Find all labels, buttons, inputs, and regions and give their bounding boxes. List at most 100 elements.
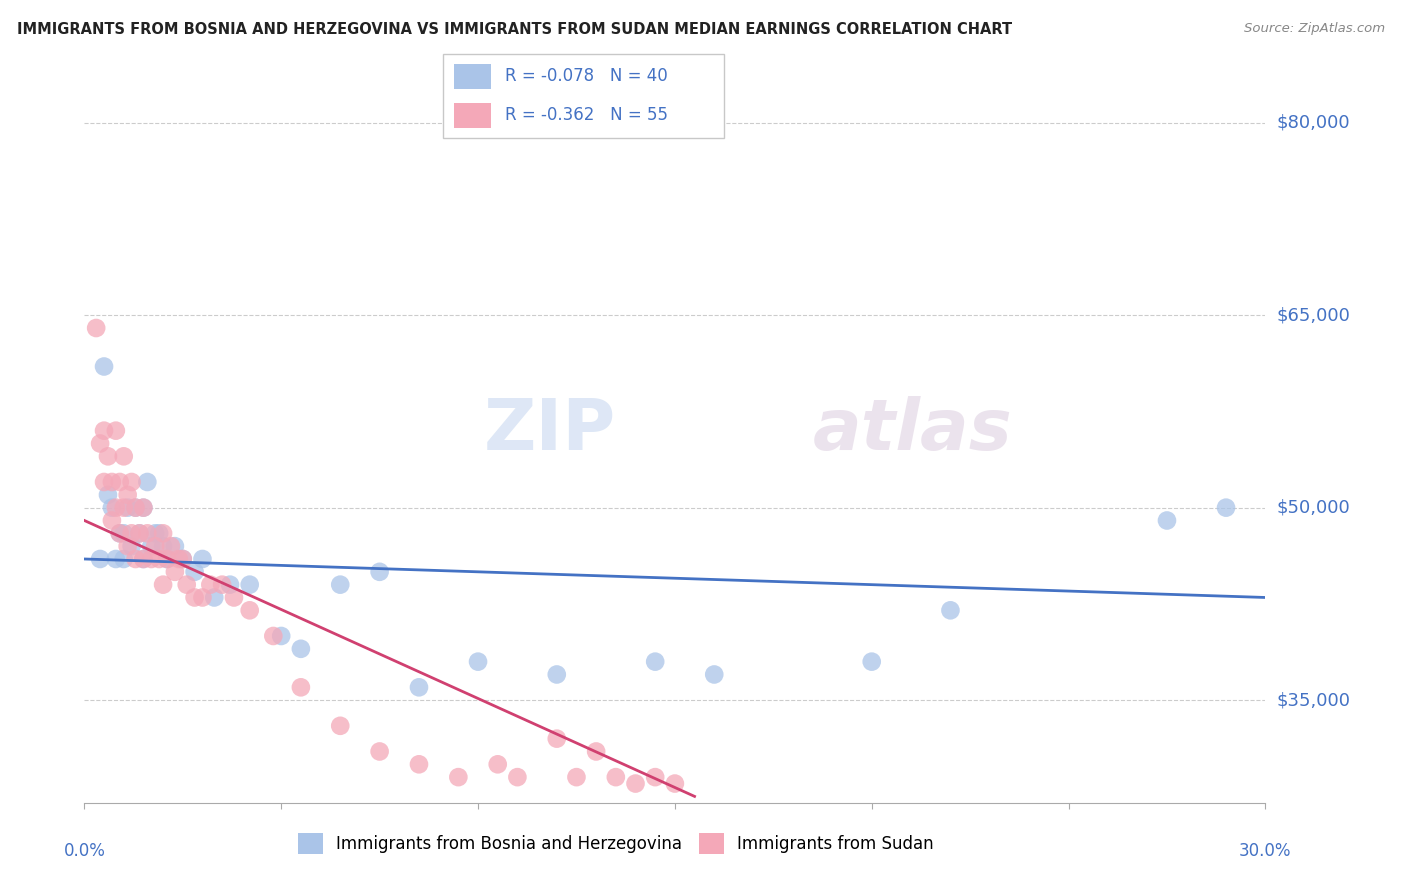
Point bbox=[506, 770, 529, 784]
Point bbox=[183, 591, 205, 605]
Point bbox=[117, 488, 139, 502]
Point bbox=[644, 655, 666, 669]
Point bbox=[89, 436, 111, 450]
Point bbox=[108, 526, 131, 541]
Point bbox=[121, 475, 143, 489]
Point bbox=[160, 539, 183, 553]
Point bbox=[290, 641, 312, 656]
Point bbox=[108, 526, 131, 541]
Point bbox=[152, 526, 174, 541]
Point bbox=[163, 539, 186, 553]
Point bbox=[89, 552, 111, 566]
Point bbox=[143, 526, 166, 541]
Point bbox=[104, 552, 127, 566]
Point bbox=[117, 500, 139, 515]
Point bbox=[136, 526, 159, 541]
Point bbox=[329, 719, 352, 733]
Point bbox=[93, 424, 115, 438]
Point bbox=[141, 539, 163, 553]
Point bbox=[239, 603, 262, 617]
Text: $65,000: $65,000 bbox=[1277, 306, 1350, 324]
Point bbox=[172, 552, 194, 566]
Point bbox=[101, 475, 124, 489]
Point bbox=[148, 526, 170, 541]
Point bbox=[644, 770, 666, 784]
Point bbox=[939, 603, 962, 617]
Point bbox=[124, 500, 146, 515]
Text: $80,000: $80,000 bbox=[1277, 113, 1350, 132]
Bar bbox=[454, 63, 491, 89]
Point bbox=[329, 577, 352, 591]
Text: Source: ZipAtlas.com: Source: ZipAtlas.com bbox=[1244, 22, 1385, 36]
Point bbox=[84, 321, 107, 335]
Point bbox=[605, 770, 627, 784]
Point bbox=[143, 539, 166, 553]
Point bbox=[447, 770, 470, 784]
Point bbox=[565, 770, 588, 784]
Point bbox=[121, 539, 143, 553]
Point bbox=[152, 577, 174, 591]
Text: R = -0.362   N = 55: R = -0.362 N = 55 bbox=[505, 106, 668, 124]
Text: atlas: atlas bbox=[813, 396, 1012, 465]
Point bbox=[128, 526, 150, 541]
Point bbox=[121, 526, 143, 541]
Point bbox=[191, 591, 214, 605]
Point bbox=[239, 577, 262, 591]
Point bbox=[222, 591, 245, 605]
Text: 30.0%: 30.0% bbox=[1239, 842, 1292, 860]
Text: R = -0.078   N = 40: R = -0.078 N = 40 bbox=[505, 68, 668, 86]
Point bbox=[97, 450, 120, 464]
Point bbox=[101, 500, 124, 515]
Text: 0.0%: 0.0% bbox=[63, 842, 105, 860]
Point bbox=[141, 552, 163, 566]
Point bbox=[108, 475, 131, 489]
Point bbox=[467, 655, 489, 669]
Point bbox=[104, 500, 127, 515]
Point bbox=[262, 629, 284, 643]
Bar bbox=[454, 103, 491, 128]
Point bbox=[93, 475, 115, 489]
Point bbox=[93, 359, 115, 374]
Point bbox=[183, 565, 205, 579]
Text: $35,000: $35,000 bbox=[1277, 691, 1351, 709]
Point bbox=[156, 552, 179, 566]
Point bbox=[703, 667, 725, 681]
Point bbox=[101, 514, 124, 528]
Point bbox=[112, 500, 135, 515]
Point bbox=[202, 591, 225, 605]
Point bbox=[211, 577, 233, 591]
Point bbox=[117, 539, 139, 553]
Point bbox=[368, 744, 391, 758]
Point bbox=[408, 681, 430, 695]
Point bbox=[1156, 514, 1178, 528]
Point bbox=[104, 424, 127, 438]
Point bbox=[148, 552, 170, 566]
Text: ZIP: ZIP bbox=[484, 396, 616, 465]
Point bbox=[172, 552, 194, 566]
Point bbox=[219, 577, 242, 591]
Point bbox=[132, 500, 155, 515]
Point bbox=[167, 552, 190, 566]
Point bbox=[176, 577, 198, 591]
Point bbox=[112, 450, 135, 464]
Point bbox=[860, 655, 883, 669]
Point bbox=[290, 681, 312, 695]
Point bbox=[368, 565, 391, 579]
Point bbox=[132, 500, 155, 515]
Point bbox=[585, 744, 607, 758]
Point bbox=[486, 757, 509, 772]
Legend: Immigrants from Bosnia and Herzegovina, Immigrants from Sudan: Immigrants from Bosnia and Herzegovina, … bbox=[291, 827, 941, 860]
Text: $50,000: $50,000 bbox=[1277, 499, 1350, 516]
Point bbox=[128, 526, 150, 541]
Point bbox=[624, 776, 647, 790]
Point bbox=[132, 552, 155, 566]
Point bbox=[270, 629, 292, 643]
Point bbox=[546, 731, 568, 746]
FancyBboxPatch shape bbox=[443, 54, 724, 138]
Point bbox=[112, 526, 135, 541]
Point bbox=[124, 500, 146, 515]
Point bbox=[112, 552, 135, 566]
Point bbox=[546, 667, 568, 681]
Point bbox=[136, 475, 159, 489]
Point bbox=[191, 552, 214, 566]
